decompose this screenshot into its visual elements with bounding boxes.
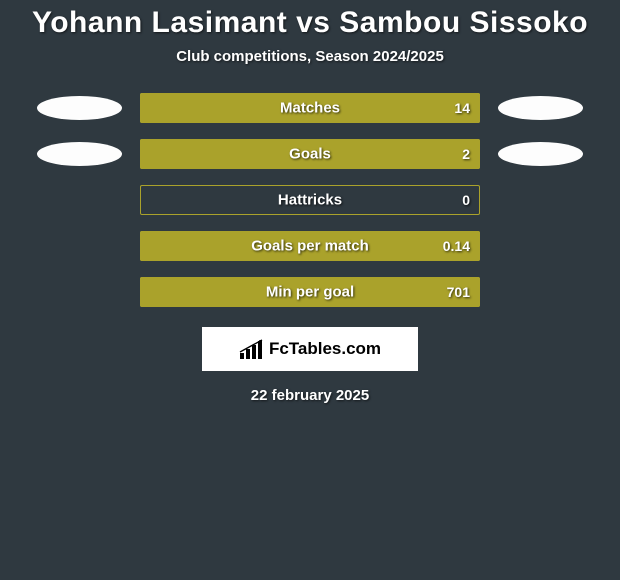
comparison-card: Yohann Lasimant vs Sambou Sissoko Club c…	[0, 0, 620, 404]
stat-value: 0	[462, 192, 470, 208]
stat-bar: Matches 14	[140, 93, 480, 123]
stat-bar: Min per goal 701	[140, 277, 480, 307]
stat-value: 14	[454, 100, 470, 116]
stat-bar: Goals per match 0.14	[140, 231, 480, 261]
stat-bar: Goals 2	[140, 139, 480, 169]
stat-row: Min per goal 701	[0, 277, 620, 307]
player-right-oval	[498, 96, 583, 120]
fctables-logo: FcTables.com	[202, 327, 418, 371]
stat-label: Hattricks	[278, 192, 342, 209]
logo-text: FcTables.com	[269, 339, 381, 359]
stat-label: Matches	[280, 100, 340, 117]
stat-row: Hattricks 0	[0, 185, 620, 215]
player-right-oval	[498, 142, 583, 166]
stat-row: Goals per match 0.14	[0, 231, 620, 261]
stat-value: 0.14	[443, 238, 470, 254]
stat-value: 701	[447, 284, 470, 300]
stat-bar: Hattricks 0	[140, 185, 480, 215]
stat-rows: Matches 14 Goals 2 Hattricks 0 Goals per match…	[0, 93, 620, 307]
stat-value: 2	[462, 146, 470, 162]
date-label: 22 february 2025	[0, 387, 620, 404]
bars-growth-icon	[239, 339, 265, 359]
player-left-oval	[37, 142, 122, 166]
player-left-oval	[37, 96, 122, 120]
stat-label: Min per goal	[266, 284, 354, 301]
page-title: Yohann Lasimant vs Sambou Sissoko	[0, 6, 620, 40]
stat-label: Goals	[289, 146, 331, 163]
stat-row: Goals 2	[0, 139, 620, 169]
stat-row: Matches 14	[0, 93, 620, 123]
stat-label: Goals per match	[251, 238, 369, 255]
subtitle: Club competitions, Season 2024/2025	[0, 48, 620, 65]
